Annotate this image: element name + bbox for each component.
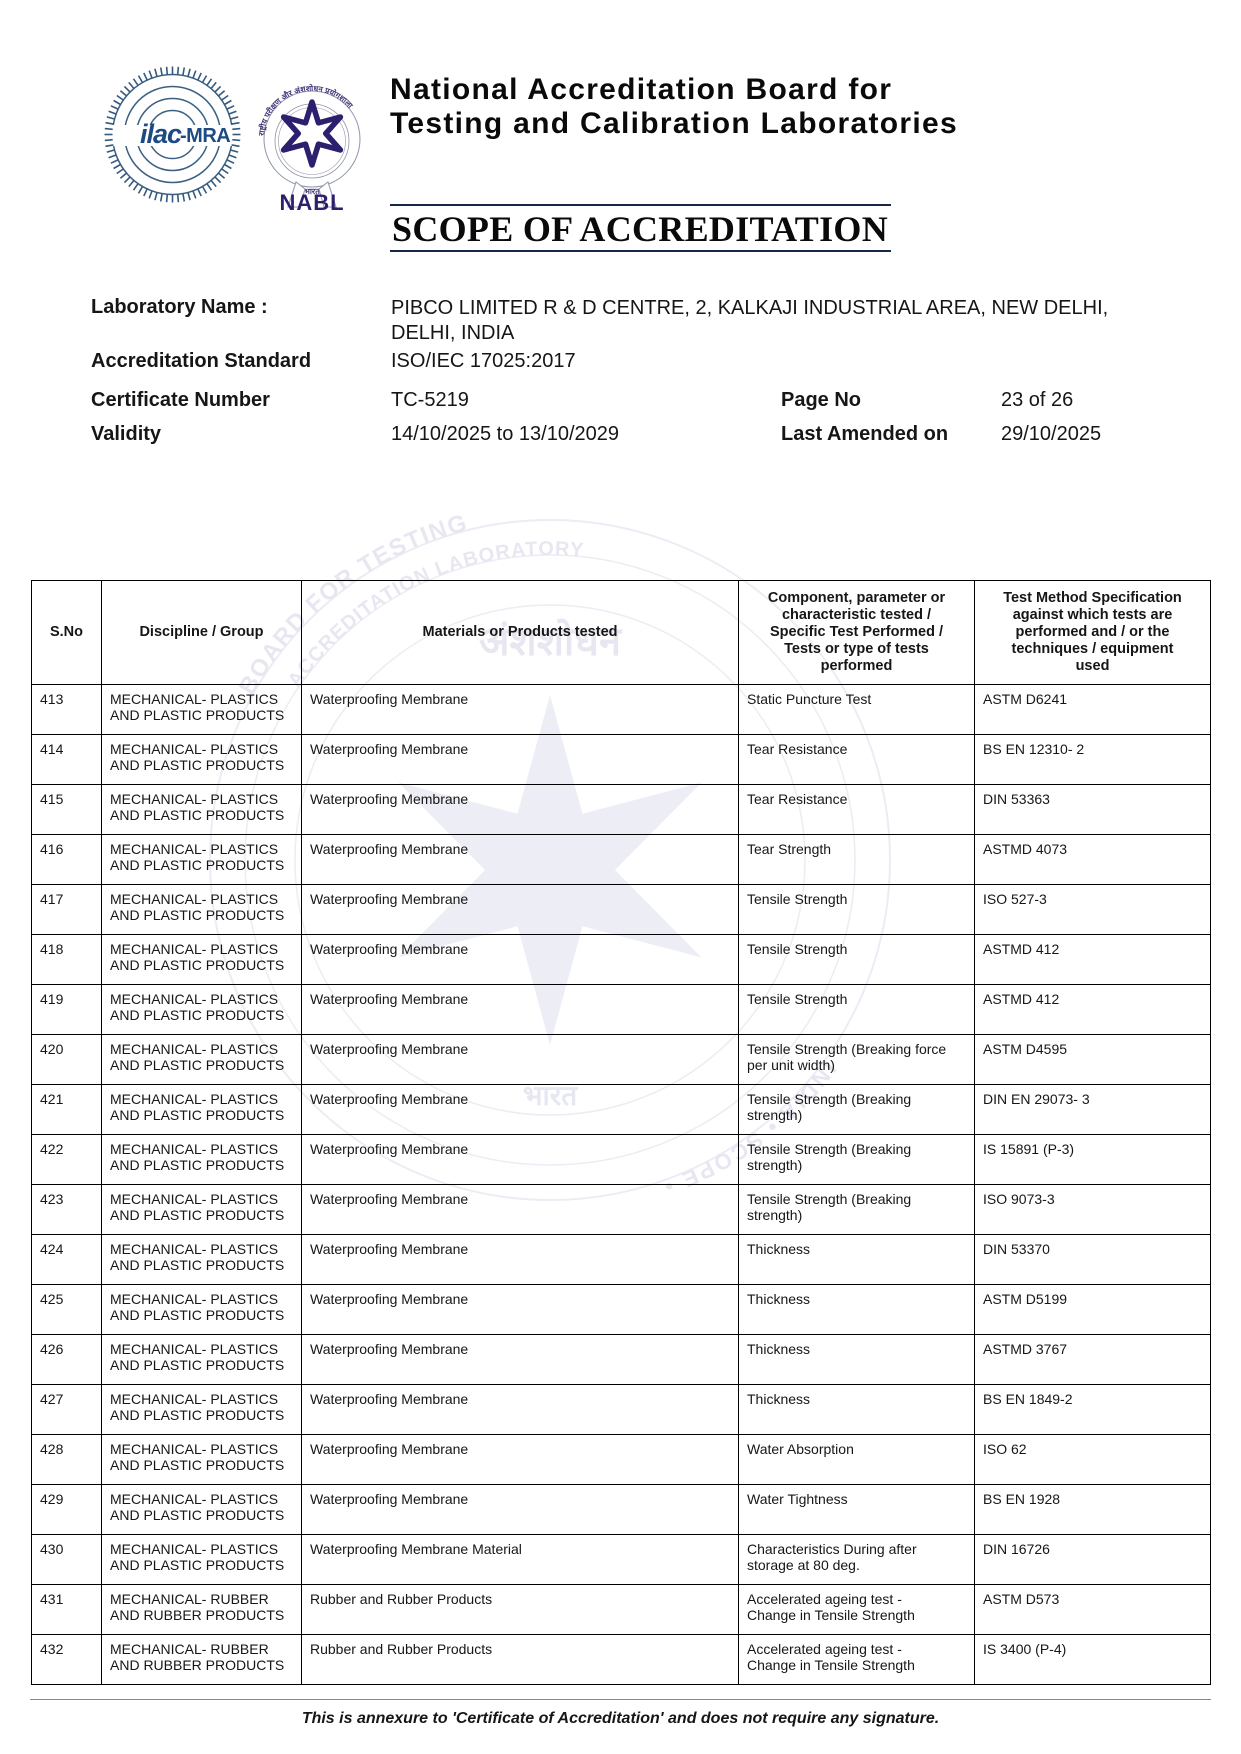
svg-text:-MRA: -MRA (180, 125, 230, 147)
svg-text:ilac: ilac (140, 119, 182, 149)
svg-text:NABL: NABL (279, 190, 344, 214)
